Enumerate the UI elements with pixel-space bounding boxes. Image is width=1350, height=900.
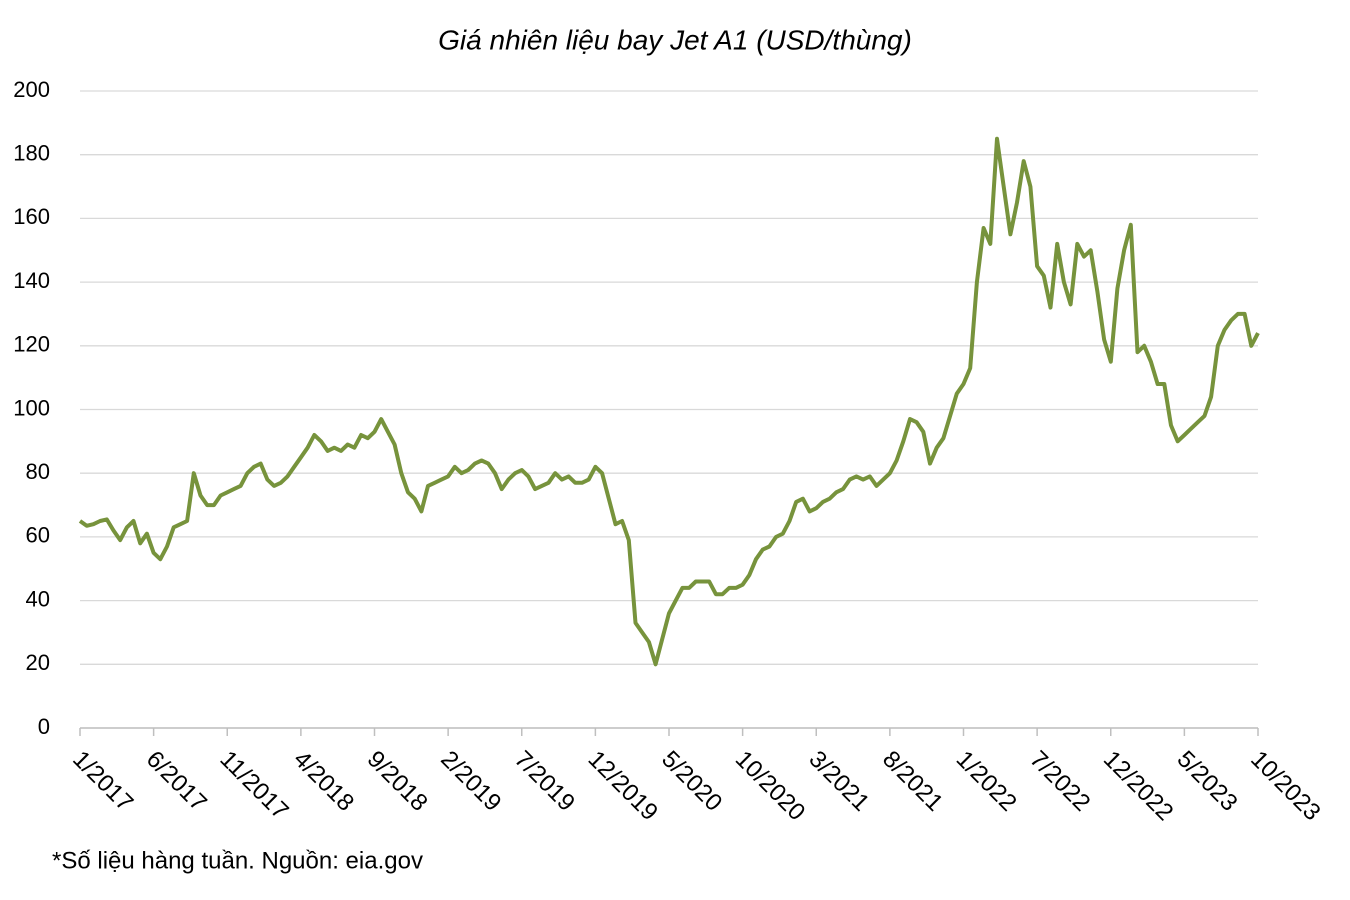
y-tick-label: 40 <box>26 586 50 611</box>
x-tick-label: 10/2020 <box>730 746 810 826</box>
x-tick-label: 5/2020 <box>656 746 727 817</box>
y-tick-label: 160 <box>13 204 50 229</box>
y-tick-label: 20 <box>26 650 50 675</box>
x-tick-label: 2/2019 <box>435 746 506 817</box>
x-tick-label: 4/2018 <box>288 746 359 817</box>
y-tick-label: 180 <box>13 141 50 166</box>
y-tick-label: 60 <box>26 523 50 548</box>
x-tick-label: 5/2023 <box>1172 746 1243 817</box>
x-tick-label: 6/2017 <box>141 746 212 817</box>
y-tick-label: 100 <box>13 395 50 420</box>
x-tick-label: 11/2017 <box>215 746 294 825</box>
x-tick-label: 3/2021 <box>804 746 875 817</box>
chart-title: Giá nhiên liệu bay Jet A1 (USD/thùng) <box>438 24 912 55</box>
y-tick-label: 120 <box>13 332 50 357</box>
y-tick-label: 140 <box>13 268 50 293</box>
x-tick-label: 10/2023 <box>1245 746 1325 826</box>
y-tick-label: 200 <box>13 77 50 102</box>
y-tick-label: 80 <box>26 459 50 484</box>
y-tick-label: 0 <box>38 714 50 739</box>
x-tick-label: 1/2022 <box>951 746 1022 817</box>
x-tick-label: 7/2019 <box>509 746 580 817</box>
x-tick-label: 7/2022 <box>1024 746 1095 817</box>
x-tick-label: 9/2018 <box>362 746 433 817</box>
price-line <box>78 136 1260 667</box>
x-tick-label: 1/2017 <box>67 746 138 817</box>
footnote: *Số liệu hàng tuần. Nguồn: eia.gov <box>52 847 423 874</box>
x-tick-label: 12/2019 <box>583 746 663 826</box>
x-tick-label: 12/2022 <box>1098 746 1178 826</box>
x-tick-label: 8/2021 <box>877 746 948 817</box>
